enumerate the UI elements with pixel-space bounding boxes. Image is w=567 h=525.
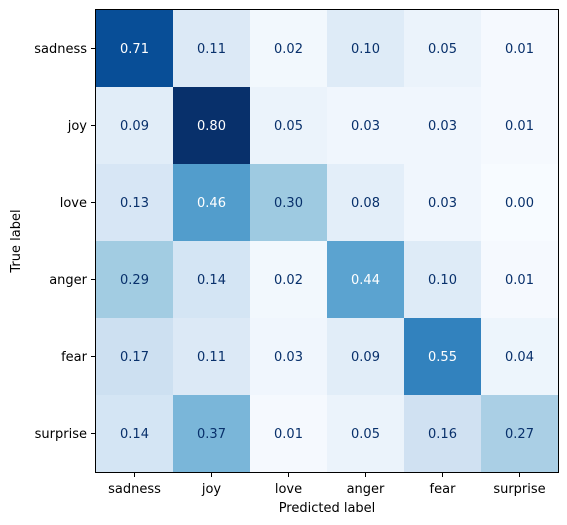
heatmap-cell-love-anger [327,164,405,242]
heatmap-cell-anger-fear [404,241,482,319]
heatmap-cell-sadness-anger [327,10,405,88]
heatmap-cell-surprise-sadness [96,395,174,473]
cell-value-label: 0.11 [197,42,226,57]
cell-value-label: 0.44 [351,273,380,288]
heatmap-cell-anger-love [250,241,328,319]
cell-value-label: 0.03 [351,119,380,134]
heatmap-cell-joy-sadness [96,87,174,165]
cell-value-label: 0.37 [197,427,226,442]
cell-value-label: 0.03 [428,196,457,211]
cell-value-label: 0.01 [505,273,534,288]
cell-value-label: 0.10 [428,273,457,288]
heatmap-cell-joy-anger [327,87,405,165]
cell-value-label: 0.27 [505,427,534,442]
heatmap-cell-love-surprise [481,164,559,242]
cell-value-label: 0.03 [274,350,303,365]
y-tick-label: love [60,196,87,211]
y-tick-label: surprise [35,427,87,442]
heatmap-cell-love-sadness [96,164,174,242]
cell-value-label: 0.02 [274,273,303,288]
cell-value-label: 0.01 [505,42,534,57]
x-tick-label: anger [347,482,385,497]
x-tick-label: joy [201,482,222,497]
cell-value-label: 0.17 [120,350,149,365]
y-axis-label: True label [9,209,24,273]
heatmap-cell-anger-anger [327,241,405,319]
cell-value-label: 0.46 [197,196,226,211]
y-tick-label: anger [49,273,87,288]
cell-value-label: 0.01 [505,119,534,134]
heatmap-cell-fear-anger [327,318,405,396]
heatmap-cell-sadness-love [250,10,328,88]
y-tick-label: joy [67,119,88,134]
heatmap-cell-joy-fear [404,87,482,165]
x-tick-label: sadness [108,482,161,497]
heatmap-cell-anger-joy [173,241,251,319]
cell-value-label: 0.01 [274,427,303,442]
cell-value-label: 0.11 [197,350,226,365]
heatmap-cell-surprise-joy [173,395,251,473]
heatmap-cell-fear-joy [173,318,251,396]
heatmap-cell-fear-fear [404,318,482,396]
cell-value-label: 0.08 [351,196,380,211]
plot-frame [95,9,559,473]
heatmap-cell-sadness-surprise [481,10,559,88]
cell-value-label: 0.09 [351,350,380,365]
heatmap-cell-joy-joy [173,87,251,165]
cell-value-label: 0.10 [351,42,380,57]
x-tick-label: love [275,482,302,497]
heatmap-cell-anger-sadness [96,241,174,319]
cell-value-label: 0.09 [120,119,149,134]
heatmap-cell-surprise-love [250,395,328,473]
heatmap-cell-joy-love [250,87,328,165]
cell-value-label: 0.02 [274,42,303,57]
heatmap-cell-surprise-surprise [481,395,559,473]
cell-value-label: 0.14 [197,273,226,288]
cell-value-label: 0.29 [120,273,149,288]
cell-value-label: 0.14 [120,427,149,442]
cell-value-label: 0.80 [197,119,226,134]
x-tick-label: surprise [493,482,545,497]
y-tick-label: fear [61,350,88,365]
heatmap-cell-love-fear [404,164,482,242]
cell-value-label: 0.71 [120,42,149,57]
heatmap-cells [96,10,559,473]
heatmap-cell-love-love [250,164,328,242]
heatmap-cell-fear-surprise [481,318,559,396]
heatmap-cell-surprise-anger [327,395,405,473]
cell-value-label: 0.30 [274,196,303,211]
heatmap-cell-labels: 0.71 0.11 0.02 0.10 0.05 0.01 0.09 0.80 0.05 0.03… [120,42,534,442]
cell-value-label: 0.13 [120,196,149,211]
heatmap-cell-surprise-fear [404,395,482,473]
heatmap-cell-love-joy [173,164,251,242]
heatmap-cell-joy-surprise [481,87,559,165]
cell-value-label: 0.00 [505,196,534,211]
x-tick-label: fear [430,482,457,497]
heatmap-cell-sadness-joy [173,10,251,88]
cell-value-label: 0.55 [428,350,457,365]
y-tick-label: sadness [34,42,87,57]
x-axis-label: Predicted label [279,501,376,516]
heatmap-cell-sadness-sadness [96,10,174,88]
heatmap-cell-fear-sadness [96,318,174,396]
cell-value-label: 0.05 [428,42,457,57]
cell-value-label: 0.05 [351,427,380,442]
heatmap-cell-anger-surprise [481,241,559,319]
cell-value-label: 0.05 [274,119,303,134]
x-axis-ticks: sadness joy love anger fear surprise [108,472,546,497]
cell-value-label: 0.03 [428,119,457,134]
cell-value-label: 0.04 [505,350,534,365]
cell-value-label: 0.16 [428,427,457,442]
heatmap-cell-sadness-fear [404,10,482,88]
heatmap-cell-fear-love [250,318,328,396]
y-axis-ticks: sadness joy love anger fear surprise [34,42,96,442]
